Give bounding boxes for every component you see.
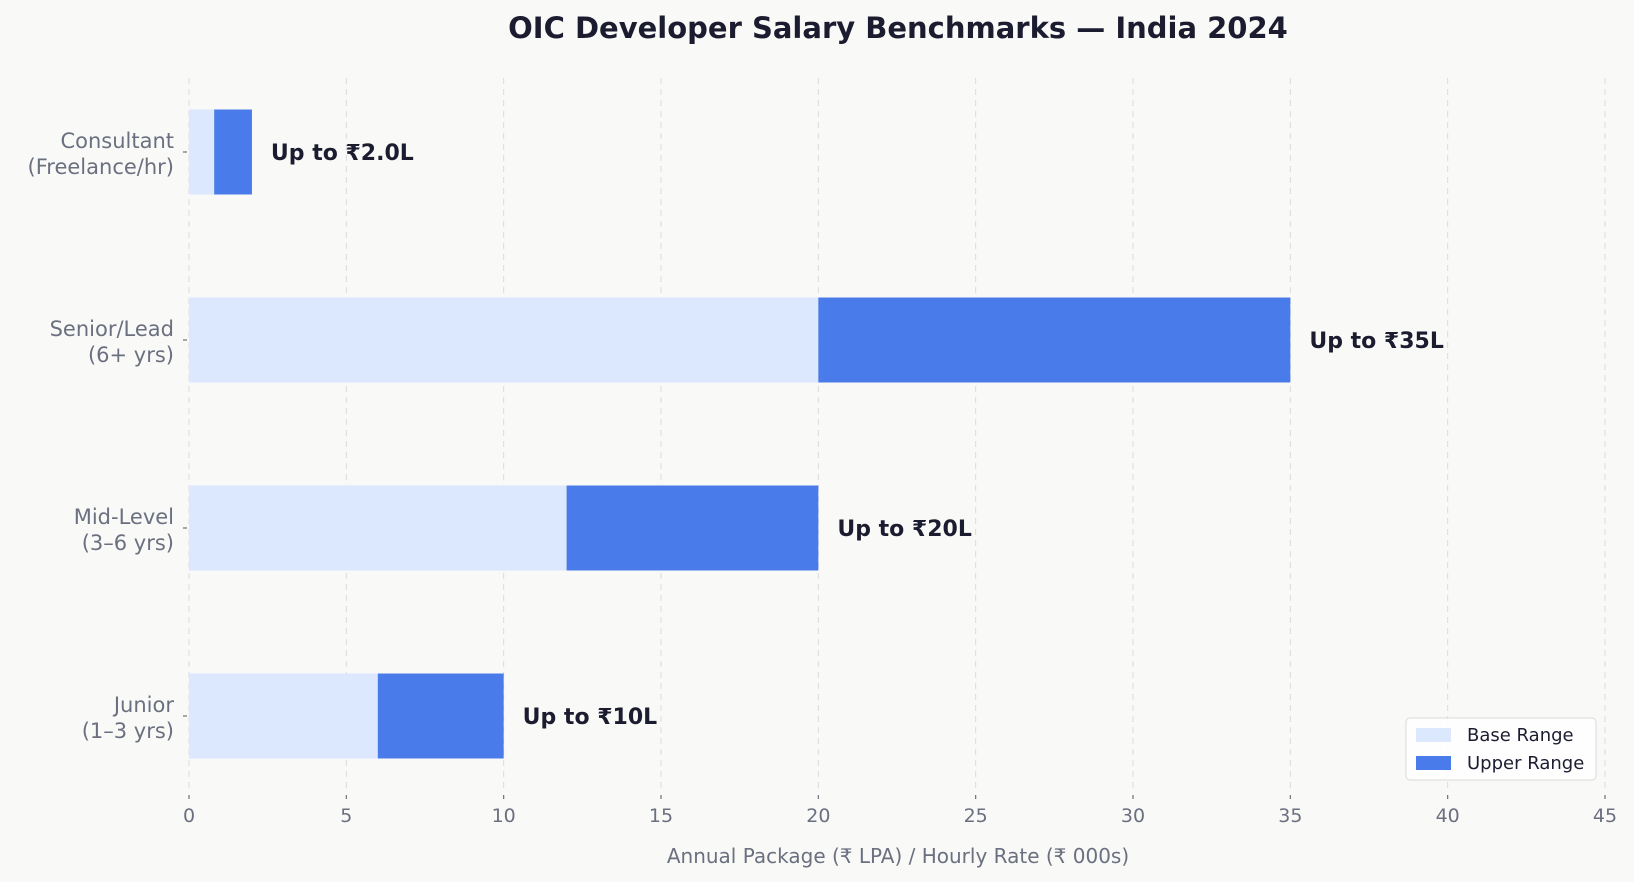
y-tick-label: Senior/Lead (6+ yrs) <box>50 317 174 367</box>
bar-base-range <box>189 297 819 383</box>
bar-base-range <box>189 109 215 195</box>
x-tick-label: 15 <box>649 805 673 827</box>
y-tick-label-line: (3–6 yrs) <box>82 531 174 555</box>
x-tick-label: 25 <box>964 805 988 827</box>
x-tick-label: 10 <box>492 805 516 827</box>
y-tick-label: Consultant (Freelance/hr) <box>28 129 174 179</box>
legend-label: Upper Range <box>1467 753 1584 774</box>
legend-swatch <box>1416 728 1451 742</box>
x-tick-label: 0 <box>183 805 195 827</box>
x-tick-label: 35 <box>1278 805 1302 827</box>
chart-title: OIC Developer Salary Benchmarks — India … <box>508 11 1288 45</box>
y-tick-label-line: Consultant <box>60 129 174 153</box>
bar-labels: Up to ₹10L Up to ₹20L Up to ₹35L Up to ₹2.0… <box>271 141 1444 730</box>
bar-base-range <box>189 673 378 759</box>
bar-value-label: Up to ₹35L <box>1309 329 1444 354</box>
y-tick-label-line: (6+ yrs) <box>88 343 174 367</box>
bar-value-label: Up to ₹2.0L <box>271 141 414 166</box>
legend-box <box>1405 717 1597 781</box>
legend-label: Base Range <box>1467 725 1574 746</box>
y-tick-label: Junior (1–3 yrs) <box>82 693 175 743</box>
legend-swatch <box>1416 756 1451 770</box>
x-axis-ticks: 0 5 10 15 20 25 30 35 40 45 <box>183 795 1617 827</box>
x-tick-label: 30 <box>1121 805 1145 827</box>
bars <box>189 109 1291 759</box>
y-tick-label-line: (1–3 yrs) <box>82 719 174 743</box>
bar-upper-range <box>377 673 504 759</box>
bar-upper-range <box>214 109 252 195</box>
x-tick-label: 40 <box>1436 805 1460 827</box>
bar-base-range <box>189 485 567 571</box>
x-tick-label: 20 <box>806 805 830 827</box>
y-tick-label-line: Senior/Lead <box>50 317 174 341</box>
y-tick-label: Mid-Level (3–6 yrs) <box>74 505 174 555</box>
x-axis-label: Annual Package (₹ LPA) / Hourly Rate (₹ … <box>667 844 1129 868</box>
x-tick-label: 5 <box>340 805 352 827</box>
bar-upper-range <box>566 485 819 571</box>
y-tick-label-line: (Freelance/hr) <box>28 155 174 179</box>
y-axis-ticks: Junior (1–3 yrs) Mid-Level (3–6 yrs) Senior/… <box>28 129 187 743</box>
x-tick-label: 45 <box>1593 805 1617 827</box>
legend: Base Range Upper Range <box>1405 717 1597 781</box>
bar-upper-range <box>818 297 1291 383</box>
y-tick-label-line: Mid-Level <box>74 505 174 529</box>
bar-value-label: Up to ₹10L <box>523 705 658 730</box>
y-tick-label-line: Junior <box>112 693 174 717</box>
bar-value-label: Up to ₹20L <box>837 517 972 542</box>
